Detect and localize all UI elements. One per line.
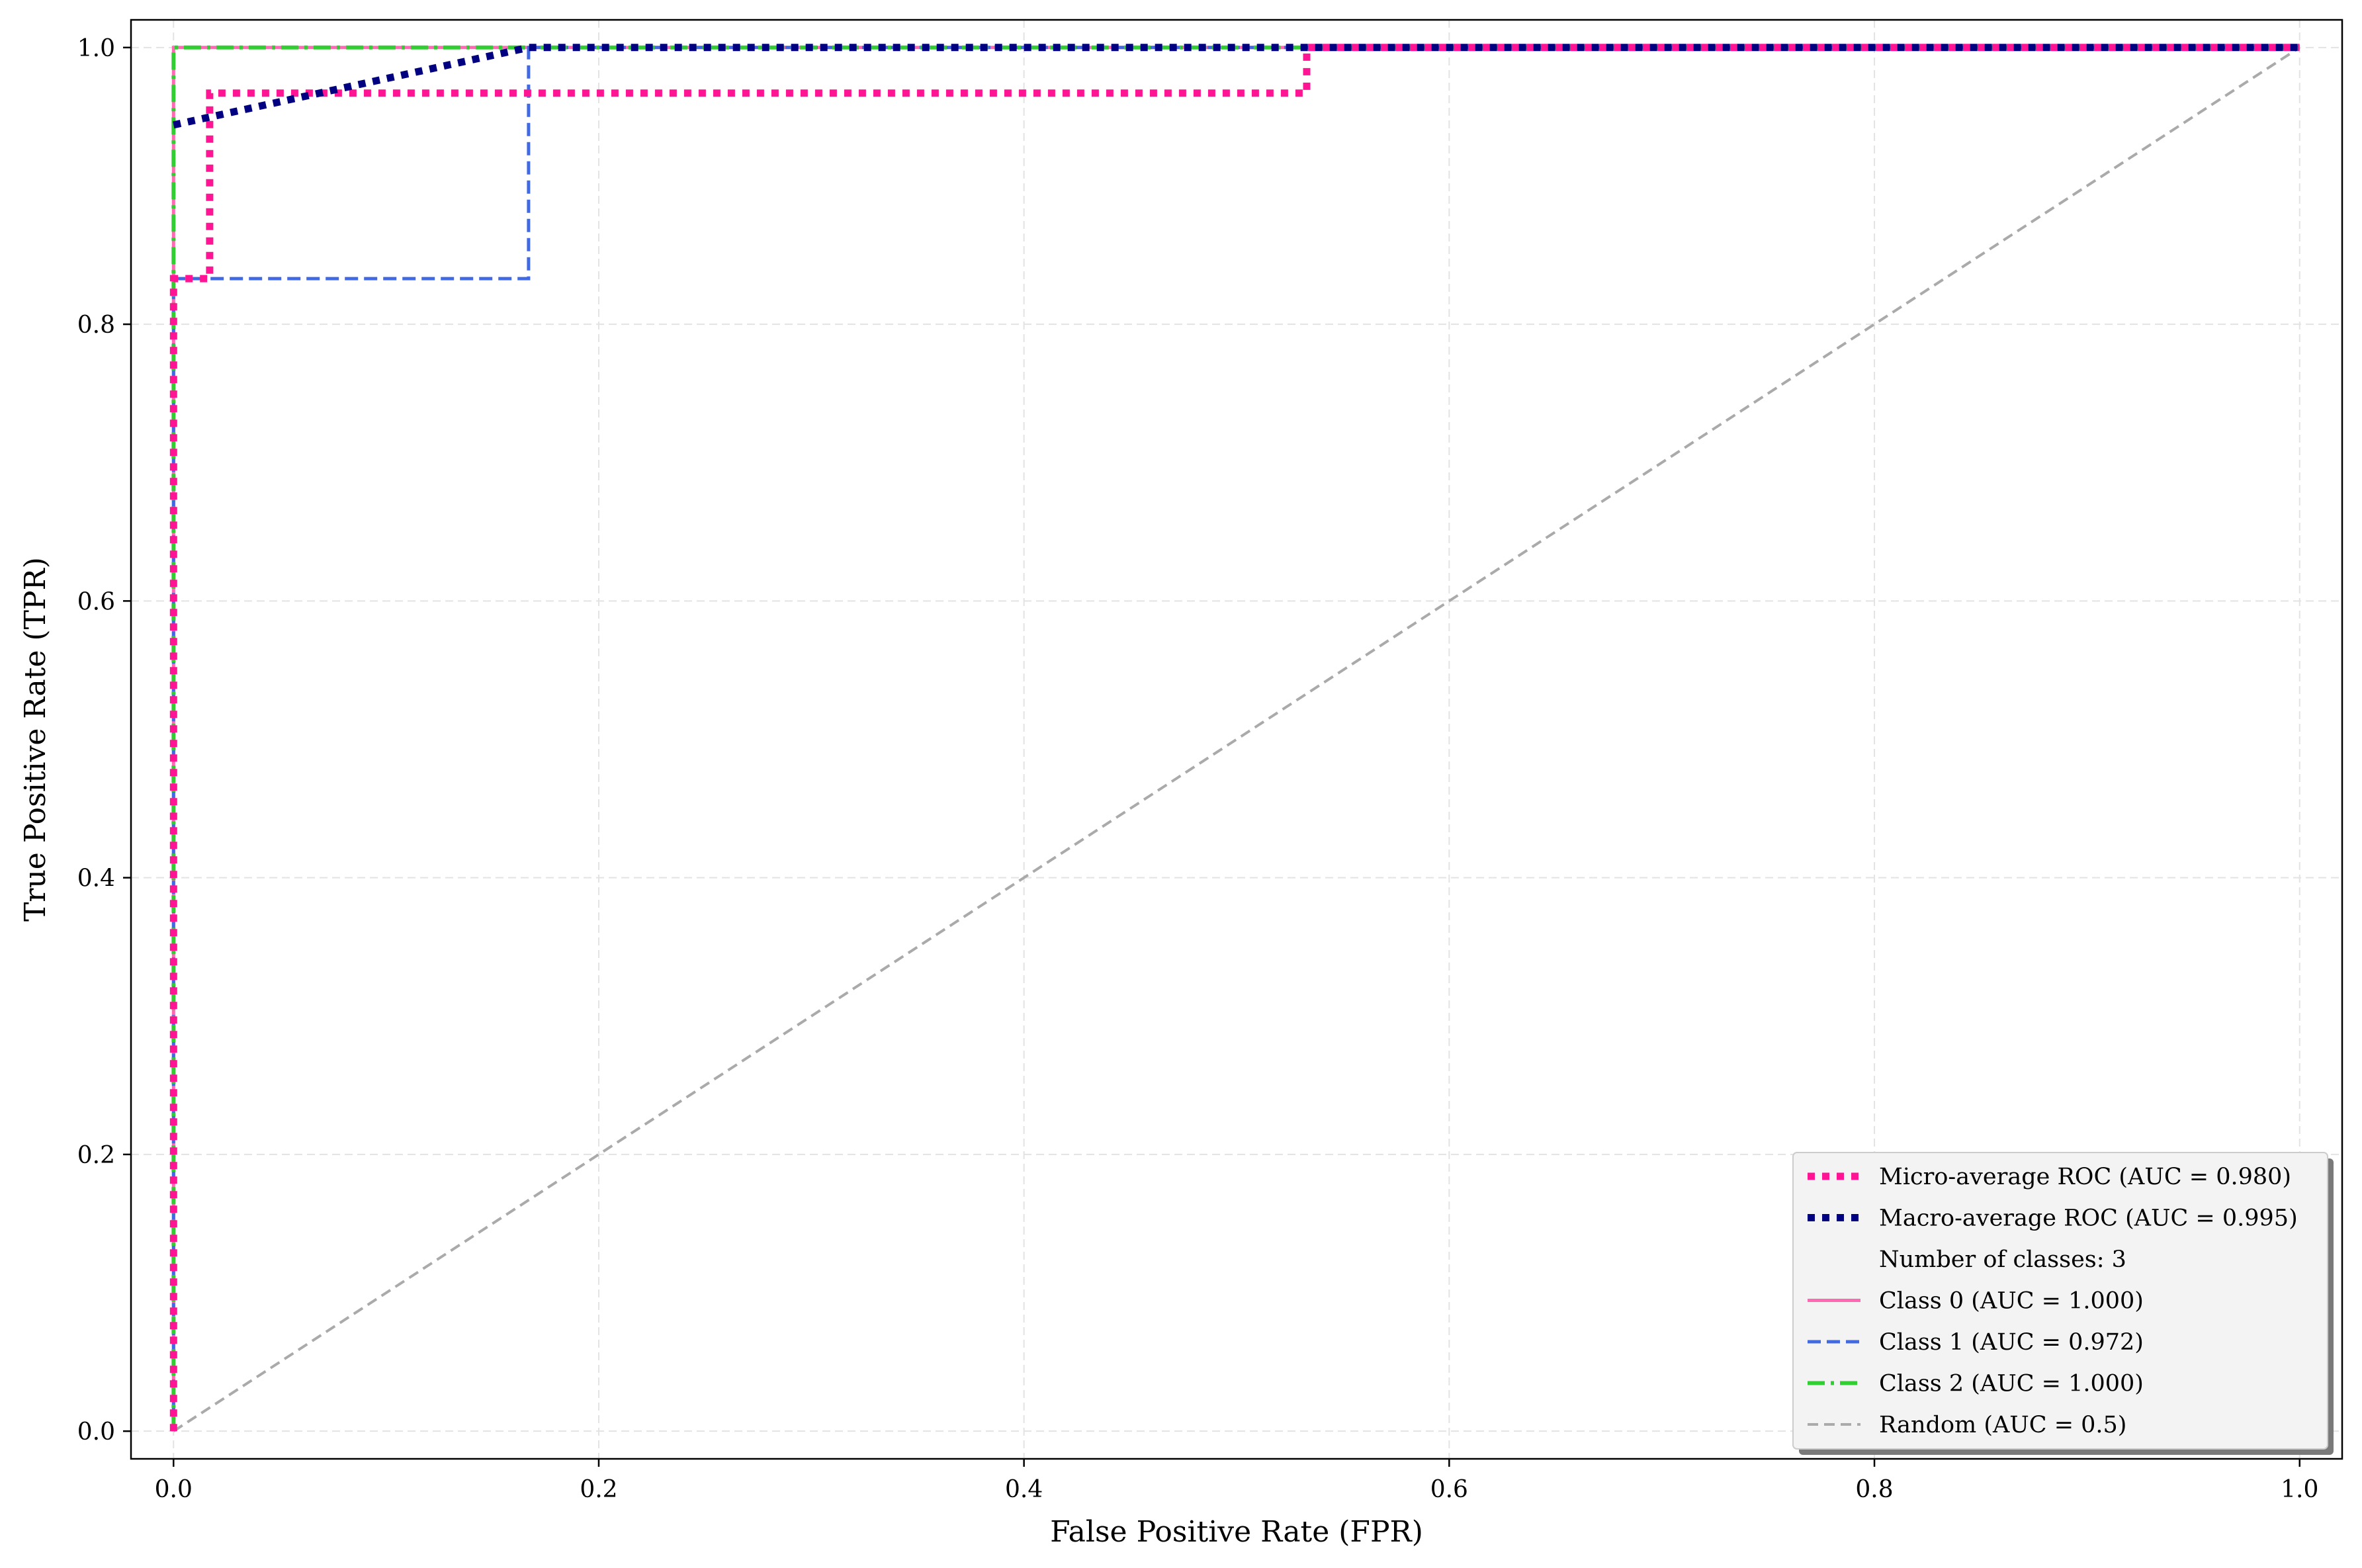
x-tick-label: 0.0 [155, 1476, 193, 1503]
legend: Micro-average ROC (AUC = 0.980) Macro-ave… [1792, 1152, 2334, 1455]
legend-entry: Macro-average ROC (AUC = 0.995) [1879, 1205, 2298, 1232]
legend-entry: Random (AUC = 0.5) [1879, 1412, 2126, 1438]
x-tick-label: 1.0 [2281, 1476, 2318, 1503]
legend-entry: Number of classes: 3 [1879, 1246, 2126, 1273]
legend-entry: Class 0 (AUC = 1.000) [1879, 1288, 2144, 1315]
legend-entry: Class 2 (AUC = 1.000) [1879, 1371, 2144, 1397]
series-line [171, 46, 2300, 1432]
x-tick-label: 0.6 [1430, 1476, 1468, 1503]
y-tick-label: 1.0 [77, 35, 115, 62]
x-axis-label: False Positive Rate (FPR) [1050, 1515, 1423, 1549]
series-line [169, 44, 2300, 1432]
y-tick-label: 0.4 [77, 865, 115, 893]
axes-frame [130, 19, 2343, 1460]
series-line [173, 44, 2300, 129]
legend-box [1792, 1152, 2328, 1450]
axis-ticks: 0.0 0.2 0.4 0.6 0.8 1.0 0.0 0.2 0.4 0.6 0.8 1.0 [77, 35, 2319, 1503]
series-line [173, 46, 2300, 1432]
y-tick-label: 0.2 [77, 1142, 115, 1169]
y-tick-label: 0.0 [77, 1418, 115, 1446]
plot-lines [169, 44, 2300, 1432]
x-tick-label: 0.2 [580, 1476, 617, 1503]
y-tick-label: 0.6 [77, 588, 115, 615]
legend-entry: Micro-average ROC (AUC = 0.980) [1879, 1164, 2291, 1190]
y-axis-label: True Positive Rate (TPR) [19, 557, 52, 922]
legend-entry: Class 1 (AUC = 0.972) [1879, 1329, 2144, 1356]
x-tick-label: 0.8 [1855, 1476, 1893, 1503]
x-tick-label: 0.4 [1005, 1476, 1043, 1503]
y-tick-label: 0.8 [77, 312, 115, 339]
